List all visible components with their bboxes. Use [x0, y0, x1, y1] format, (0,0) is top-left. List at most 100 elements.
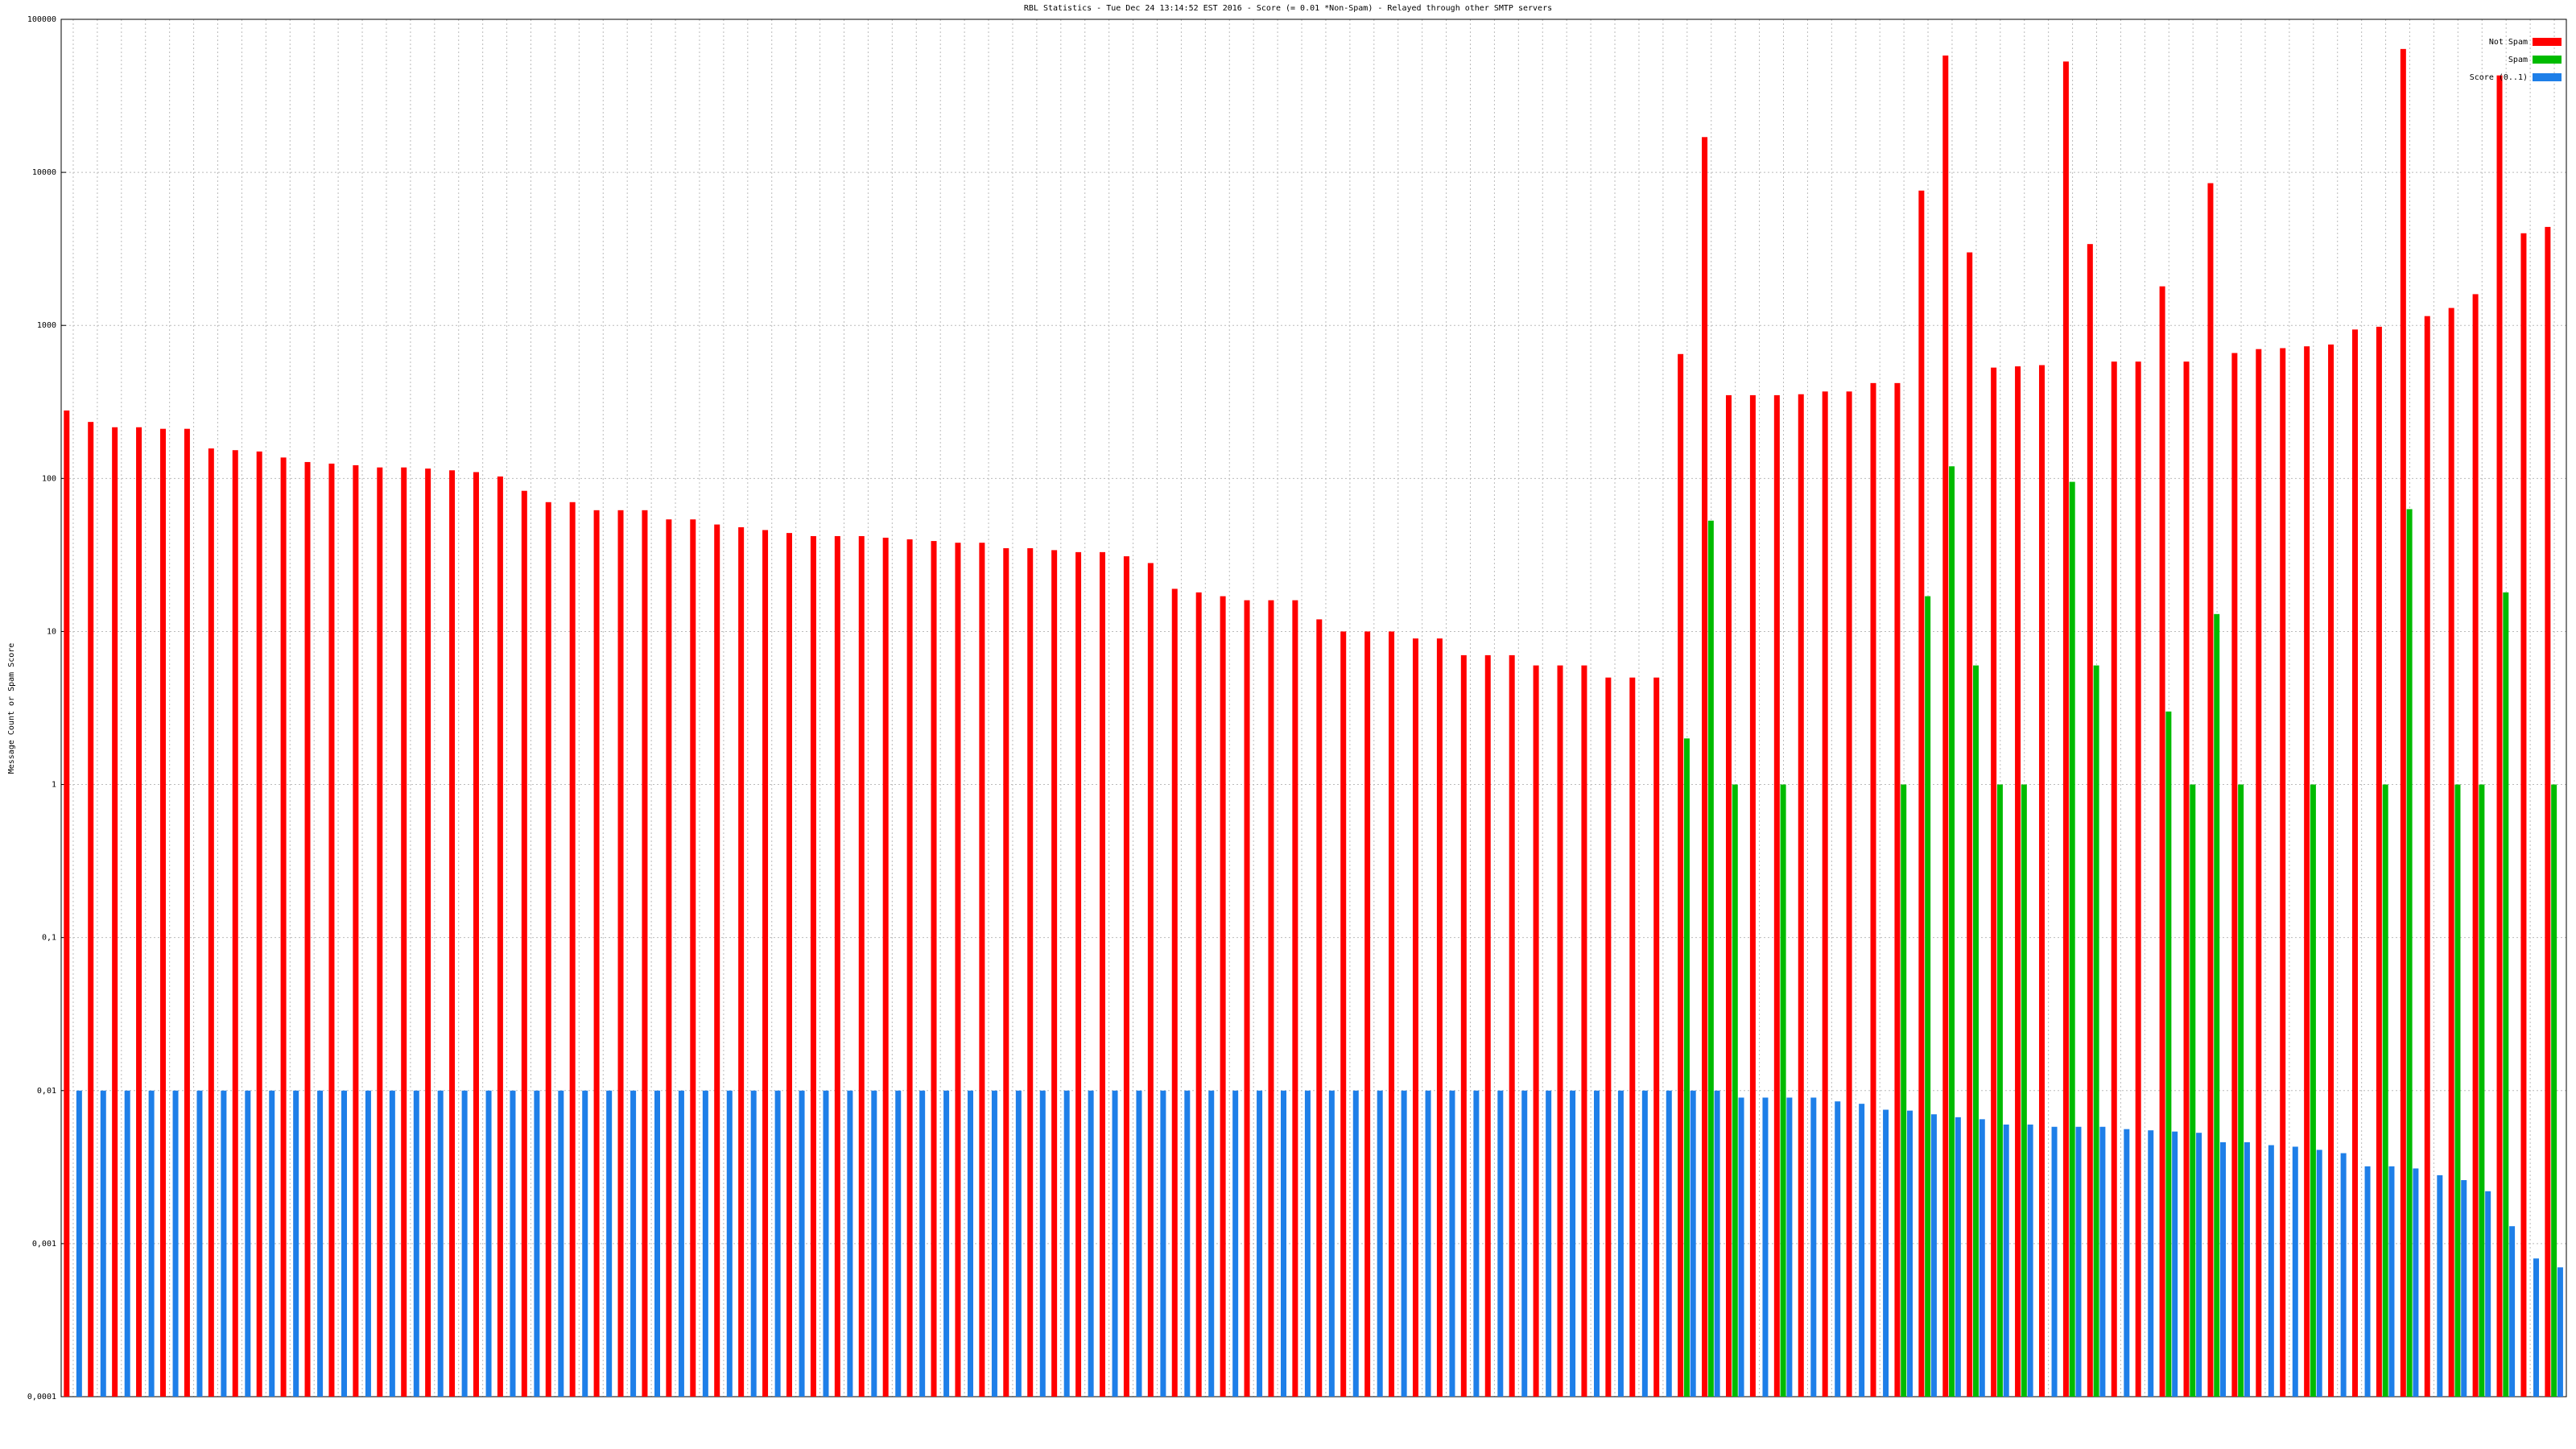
bar — [1949, 466, 1955, 1397]
bar — [726, 1090, 733, 1397]
bar — [2069, 481, 2075, 1397]
bar — [2099, 1126, 2106, 1397]
y-tick-label: 100 — [42, 474, 56, 483]
bar — [834, 535, 840, 1397]
bar — [304, 461, 311, 1397]
bar — [1220, 596, 1226, 1397]
bar — [317, 1090, 324, 1397]
bar — [858, 535, 865, 1397]
bar — [280, 457, 287, 1397]
bar — [2244, 1141, 2250, 1397]
bar — [293, 1090, 299, 1397]
bar — [2231, 353, 2238, 1397]
bar — [2190, 784, 2196, 1397]
bar — [2545, 226, 2551, 1397]
bar — [1257, 1090, 1263, 1397]
bar — [1967, 252, 1973, 1397]
bar — [2015, 366, 2021, 1397]
bar — [678, 1090, 684, 1397]
bar — [1425, 1090, 1431, 1397]
bar — [906, 539, 913, 1397]
bar — [2310, 784, 2316, 1397]
bar — [2148, 1130, 2154, 1397]
bar — [1208, 1090, 1215, 1397]
bar — [2503, 592, 2509, 1397]
bar — [2454, 784, 2461, 1397]
bar — [606, 1090, 613, 1397]
bar — [1436, 638, 1443, 1397]
bar — [630, 1090, 637, 1397]
bar — [1412, 638, 1418, 1397]
bar — [1546, 1090, 1552, 1397]
bar — [100, 1090, 106, 1397]
bar — [1907, 1110, 1913, 1397]
bar — [2207, 183, 2214, 1397]
bar — [2496, 75, 2503, 1397]
bar — [1738, 1097, 1744, 1397]
bar — [823, 1090, 829, 1397]
bar — [1798, 394, 1804, 1397]
bar — [1521, 1090, 1528, 1397]
legend-swatch — [2533, 56, 2562, 64]
bar — [401, 467, 407, 1397]
bar — [1942, 55, 1949, 1397]
bar — [1460, 654, 1467, 1397]
bar — [2135, 361, 2141, 1397]
legend-swatch — [2533, 38, 2562, 46]
bar — [2183, 361, 2190, 1397]
bar — [871, 1090, 877, 1397]
bar — [232, 450, 238, 1397]
bar — [2413, 1168, 2419, 1397]
bar — [2424, 316, 2430, 1397]
bar — [1533, 665, 1539, 1397]
bar — [64, 410, 70, 1397]
bar — [1027, 548, 1034, 1397]
bar — [1340, 631, 1347, 1397]
bar — [1678, 353, 1684, 1397]
bar — [1870, 382, 1876, 1397]
bar — [2304, 346, 2310, 1397]
bar — [2316, 1150, 2322, 1397]
bar — [702, 1090, 708, 1397]
bar — [437, 1090, 444, 1397]
bar — [617, 510, 624, 1397]
bar — [1780, 784, 1786, 1397]
bar — [1123, 556, 1129, 1397]
bar — [1570, 1090, 1576, 1397]
plot-frame — [60, 19, 2567, 1397]
bar — [172, 1090, 179, 1397]
bar — [1160, 1090, 1166, 1397]
bar — [1112, 1090, 1118, 1397]
bar — [425, 469, 431, 1397]
bar — [2351, 329, 2358, 1397]
bar — [943, 1090, 950, 1397]
bar — [1364, 631, 1371, 1397]
bar — [1003, 548, 1009, 1397]
bar — [473, 472, 479, 1397]
bar — [582, 1090, 588, 1397]
bar — [1859, 1104, 1865, 1397]
bar — [2382, 784, 2388, 1397]
bar — [1846, 391, 1852, 1397]
bar — [2021, 784, 2027, 1397]
bar — [1883, 1109, 1889, 1397]
bar — [1484, 654, 1491, 1397]
bar — [510, 1090, 516, 1397]
bar — [1147, 563, 1154, 1397]
bar — [1835, 1101, 1841, 1397]
bar — [1075, 551, 1082, 1397]
bar — [1918, 190, 1925, 1397]
bar — [389, 1090, 395, 1397]
bar — [799, 1090, 805, 1397]
bar — [1762, 1097, 1769, 1397]
bar — [353, 464, 359, 1397]
bar — [2220, 1141, 2227, 1397]
bar — [2214, 613, 2220, 1397]
bar — [1557, 665, 1563, 1397]
bar — [365, 1090, 371, 1397]
y-tick-label: 0,0001 — [27, 1393, 56, 1402]
bar — [2533, 1258, 2540, 1397]
bar — [534, 1090, 540, 1397]
bar — [2551, 784, 2557, 1397]
bar — [1039, 1090, 1046, 1397]
